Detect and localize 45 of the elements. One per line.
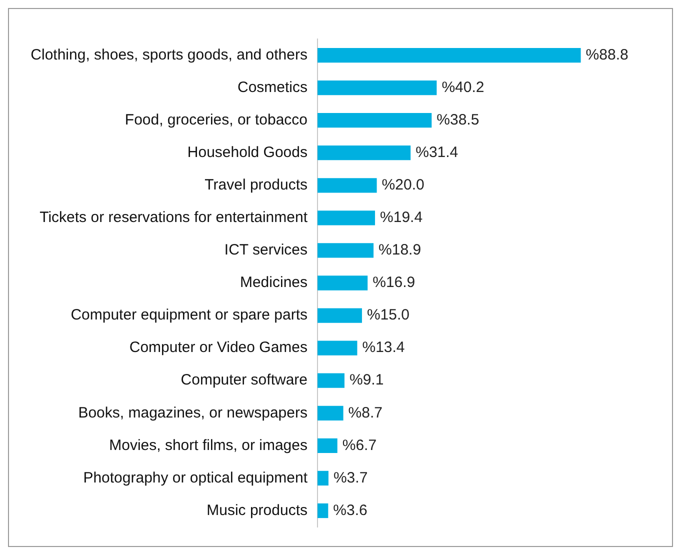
- data-label: %38.5: [436, 111, 480, 128]
- data-label: %31.4: [416, 144, 458, 162]
- data-label: %3.7: [333, 469, 368, 486]
- bar: [318, 373, 344, 388]
- bar: [318, 276, 368, 290]
- bar: [318, 340, 358, 356]
- data-label: %88.8: [586, 46, 628, 64]
- bar: [318, 438, 338, 453]
- data-label: %13.4: [362, 339, 405, 356]
- y-tick-label: Travel products: [204, 176, 308, 194]
- y-tick-label: Cosmetics: [237, 78, 308, 96]
- bar: [318, 470, 328, 486]
- data-label: %6.7: [342, 436, 377, 454]
- bar: [318, 503, 328, 518]
- y-tick-label: Music products: [206, 502, 308, 519]
- data-label: %18.9: [378, 242, 422, 259]
- y-tick-label: Computer or Video Games: [129, 339, 308, 356]
- bar: [318, 48, 581, 63]
- y-tick-label: Movies, short films, or images: [109, 436, 308, 454]
- data-label: %40.2: [442, 78, 484, 96]
- data-label: %20.0: [382, 176, 424, 194]
- y-tick-label: Food, groceries, or tobacco: [124, 111, 308, 128]
- data-label: %16.9: [372, 274, 416, 292]
- y-tick-label: Photography or optical equipment: [83, 469, 308, 486]
- bar: [318, 406, 344, 420]
- data-label: %8.7: [348, 404, 382, 422]
- bar: [318, 243, 374, 258]
- y-tick-label: Medicines: [240, 274, 308, 292]
- bar: [318, 113, 432, 128]
- bar: [318, 146, 411, 160]
- y-tick-label: Computer equipment or spare parts: [70, 306, 308, 324]
- data-label: %9.1: [349, 372, 384, 389]
- data-label: %3.6: [333, 502, 368, 519]
- y-tick-label: Books, magazines, or newspapers: [78, 404, 308, 422]
- y-tick-label: Tickets or reservations for entertainment: [40, 209, 308, 226]
- data-label: %15.0: [366, 306, 410, 324]
- bar: [318, 80, 437, 96]
- y-tick-label: Computer software: [180, 372, 308, 389]
- bar: [318, 178, 377, 193]
- y-tick-label: Household Goods: [187, 144, 308, 162]
- bar: [318, 210, 376, 226]
- bar: [318, 308, 362, 323]
- y-tick-label: Clothing, shoes, sports goods, and others: [30, 46, 308, 64]
- data-label: %19.4: [380, 209, 423, 226]
- y-tick-label: ICT services: [224, 242, 308, 259]
